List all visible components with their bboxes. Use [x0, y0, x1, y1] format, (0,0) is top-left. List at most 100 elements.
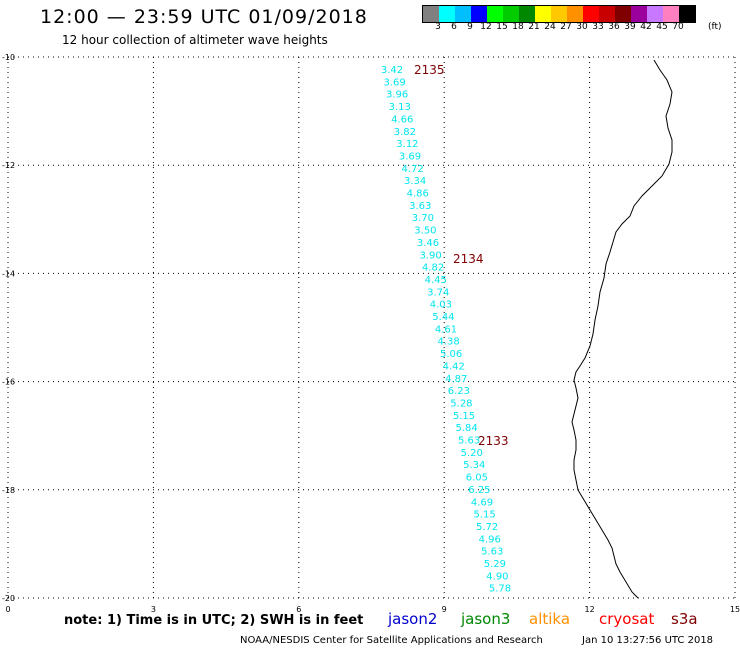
wave-height-value: 3.74 — [427, 287, 449, 298]
latitude-label: -10 — [2, 53, 15, 62]
color-scale-swatch — [519, 6, 535, 22]
longitude-label: 3 — [151, 605, 156, 614]
wave-height-value: 3.69 — [399, 151, 421, 162]
color-scale-swatch — [487, 6, 503, 22]
wave-height-color-scale — [422, 5, 696, 23]
longitude-labels: 0 3 6 9 12 15 — [5, 605, 740, 614]
wave-height-value: 3.12 — [396, 139, 418, 150]
color-scale-swatch — [583, 6, 599, 22]
color-scale-label: 39 — [624, 22, 636, 32]
color-scale-label: 9 — [467, 22, 473, 32]
wave-height-value: 5.29 — [484, 559, 506, 570]
latitude-labels: -10 -12 -14 -16 -18 -20 — [2, 53, 15, 603]
wave-height-value: 5.15 — [453, 411, 475, 422]
color-scale-label: 30 — [576, 22, 588, 32]
wave-height-value: 5.63 — [481, 547, 503, 558]
color-scale-label: 15 — [496, 22, 508, 32]
pass-time-label: 2133 — [478, 434, 509, 448]
wave-height-value: 3.42 — [381, 65, 403, 76]
color-scale-swatch — [551, 6, 567, 22]
latitude-label: -12 — [2, 161, 15, 170]
wave-height-value: 3.96 — [386, 90, 408, 101]
color-scale-swatch — [503, 6, 519, 22]
color-scale-swatch — [567, 6, 583, 22]
pass-time-labels: 2135 2134 2133 — [414, 63, 509, 448]
generation-timestamp: Jan 10 13:27:56 UTC 2018 — [582, 635, 714, 646]
satellite-legend-jason2: jason2 — [388, 610, 438, 628]
color-scale-label: 3 — [435, 22, 441, 32]
wave-height-value: 3.70 — [412, 213, 434, 224]
wave-height-value: 5.44 — [432, 312, 454, 323]
color-scale-swatch — [535, 6, 551, 22]
wave-height-value: 3.46 — [417, 238, 439, 249]
wave-height-value: 6.25 — [468, 485, 490, 496]
wave-height-value: 3.69 — [383, 77, 405, 88]
satellite-legend-s3a: s3a — [671, 610, 698, 628]
pass-time-label: 2134 — [453, 252, 484, 266]
color-scale-label: 45 — [656, 22, 668, 32]
color-scale-label: 36 — [608, 22, 620, 32]
color-scale-label: 33 — [592, 22, 604, 32]
wave-height-value: 4.45 — [425, 275, 447, 286]
color-scale-unit: (ft) — [708, 22, 722, 32]
wave-height-value: 4.96 — [479, 534, 501, 545]
color-scale-swatch — [615, 6, 631, 22]
color-scale-label: 18 — [512, 22, 524, 32]
wave-height-value: 4.61 — [435, 324, 457, 335]
color-scale-label: 42 — [640, 22, 652, 32]
color-scale-swatch — [679, 6, 695, 22]
satellite-legend-cryosat: cryosat — [599, 610, 655, 628]
map-title: 12:00 — 23:59 UTC 01/09/2018 — [40, 6, 368, 28]
color-scale-label: 70 — [672, 22, 684, 32]
longitude-label: 12 — [585, 605, 595, 614]
latitude-label: -20 — [2, 594, 15, 603]
wave-height-value: 5.78 — [489, 584, 511, 595]
wave-height-value: 4.66 — [391, 114, 413, 125]
wave-height-value: 5.84 — [455, 423, 477, 434]
coastline — [571, 59, 673, 599]
map-subtitle: 12 hour collection of altimeter wave hei… — [62, 33, 328, 47]
wave-height-value: 4.42 — [443, 361, 465, 372]
color-scale-swatch — [663, 6, 679, 22]
wave-height-value: 3.63 — [409, 201, 431, 212]
pass-time-label: 2135 — [414, 63, 445, 77]
wave-height-value: 3.13 — [389, 102, 411, 113]
wave-height-value: 3.82 — [394, 127, 416, 138]
wave-height-value: 6.23 — [448, 386, 470, 397]
wave-height-value: 6.05 — [466, 473, 488, 484]
wave-height-value: 4.86 — [407, 189, 429, 200]
wave-height-value: 4.38 — [437, 337, 459, 348]
color-scale-label: 24 — [544, 22, 556, 32]
color-scale-swatch — [423, 6, 439, 22]
wave-height-value: 5.28 — [450, 398, 472, 409]
satellite-legend-altika: altika — [529, 610, 571, 628]
color-scale-swatch — [471, 6, 487, 22]
color-scale-swatch — [439, 6, 455, 22]
wave-height-value: 5.72 — [476, 522, 498, 533]
wave-height-value: 4.90 — [486, 571, 508, 582]
color-scale-swatch — [631, 6, 647, 22]
wave-height-value: 3.50 — [414, 226, 436, 237]
longitude-label: 0 — [5, 605, 10, 614]
footnote: note: 1) Time is in UTC; 2) SWH is in fe… — [64, 613, 364, 628]
color-scale-swatch — [647, 6, 663, 22]
color-scale-label: 27 — [560, 22, 572, 32]
latitude-label: -14 — [2, 269, 15, 278]
color-scale-label: 6 — [451, 22, 457, 32]
altimeter-track: 3.423.693.963.134.663.823.123.694.723.34… — [381, 65, 511, 595]
wave-height-value: 5.06 — [440, 349, 462, 360]
graticule-grid — [7, 56, 736, 599]
wave-height-value: 5.34 — [463, 460, 485, 471]
latitude-label: -18 — [2, 486, 15, 495]
color-scale-swatch — [599, 6, 615, 22]
longitude-label: 6 — [296, 605, 301, 614]
wave-height-value: 3.34 — [404, 176, 426, 187]
credit-line: NOAA/NESDIS Center for Satellite Applica… — [240, 635, 543, 646]
wave-height-value: 4.69 — [471, 497, 493, 508]
wave-height-value: 5.15 — [473, 510, 495, 521]
wave-height-value: 5.20 — [461, 448, 483, 459]
longitude-label: 15 — [730, 605, 740, 614]
color-scale-label: 21 — [528, 22, 540, 32]
wave-height-value: 5.63 — [458, 436, 480, 447]
